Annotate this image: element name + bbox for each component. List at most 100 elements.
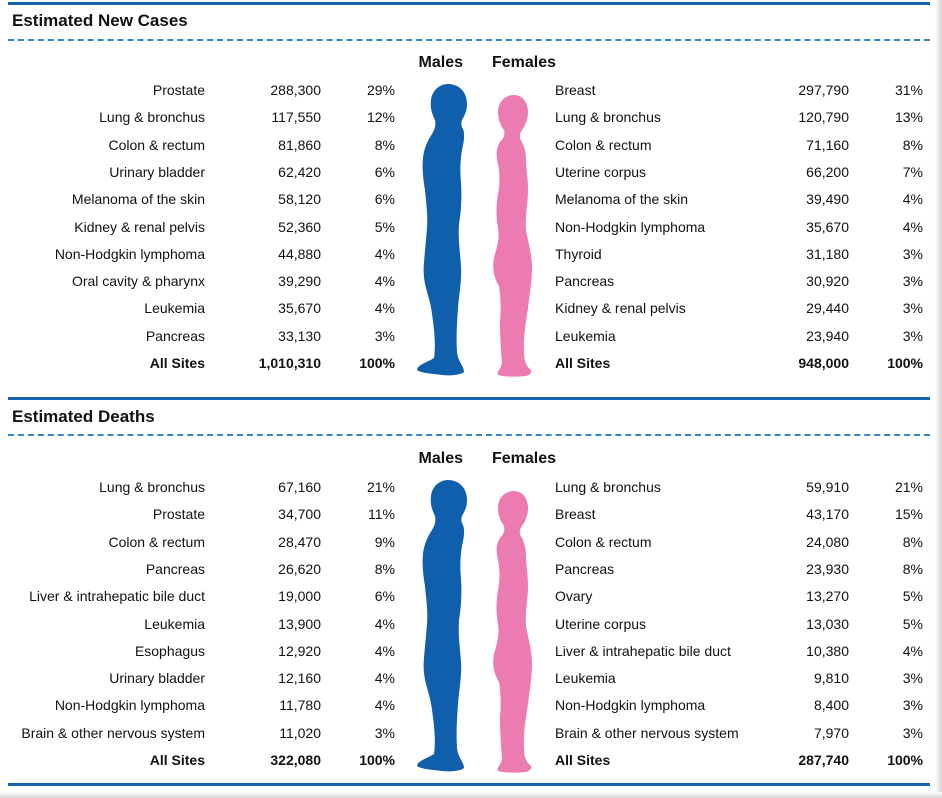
section-dashed-divider (8, 39, 930, 41)
table-row: Non-Hodgkin lymphoma 44,880 4% Thyroid 31,18… (0, 244, 942, 264)
female-count: 948,000 (798, 355, 849, 371)
female-count: 59,910 (806, 479, 849, 495)
male-site-label: Pancreas (145, 561, 205, 577)
male-site-label: Oral cavity & pharynx (71, 273, 205, 289)
male-site-label: Melanoma of the skin (71, 191, 205, 207)
male-count: 26,620 (278, 561, 321, 577)
male-percent: 3% (374, 725, 395, 741)
female-site-label: Ovary (555, 588, 593, 604)
table-row: Melanoma of the skin 58,120 6% Melanoma of … (0, 189, 942, 209)
female-site-label: Liver & intrahepatic bile duct (555, 643, 731, 659)
table-row: Colon & rectum 28,470 9% Colon & rectum 24,0… (0, 532, 942, 552)
male-percent: 6% (374, 191, 395, 207)
table-row: Liver & intrahepatic bile duct 19,000 6% Ov… (0, 586, 942, 606)
table-row: Kidney & renal pelvis 52,360 5% Non-Hodgkin… (0, 217, 942, 237)
table-row: Brain & other nervous system 11,020 3% Brai… (0, 723, 942, 743)
female-count: 9,810 (813, 670, 849, 686)
female-count: 66,200 (806, 164, 849, 180)
male-percent: 12% (366, 109, 395, 125)
female-percent: 31% (894, 82, 923, 98)
male-percent: 21% (366, 479, 395, 495)
female-site-label: Leukemia (555, 670, 616, 686)
female-site-label: Pancreas (555, 273, 615, 289)
table-row: Leukemia 13,900 4% Uterine corpus 13,030 5% (0, 614, 942, 634)
male-percent: 4% (374, 616, 395, 632)
female-percent: 7% (902, 164, 923, 180)
table-row-total: All Sites 322,080 100% All Sites 287,740 100% (0, 750, 942, 770)
bottom-rule (8, 783, 930, 786)
female-percent: 8% (902, 561, 923, 577)
female-percent: 15% (894, 506, 923, 522)
female-percent: 21% (894, 479, 923, 495)
female-percent: 3% (902, 670, 923, 686)
table-row: Urinary bladder 62,420 6% Uterine corpus 66,… (0, 162, 942, 182)
male-site-label: Lung & bronchus (99, 479, 205, 495)
male-percent: 29% (366, 82, 395, 98)
table-row: Lung & bronchus 67,160 21% Lung & bronchus 5… (0, 477, 942, 497)
table-row: Pancreas 33,130 3% Leukemia 23,940 3% (0, 326, 942, 346)
female-count: 43,170 (806, 506, 849, 522)
female-site-label: Leukemia (555, 328, 616, 344)
male-count: 39,290 (278, 273, 321, 289)
female-count: 297,790 (798, 82, 849, 98)
female-count: 120,790 (798, 109, 849, 125)
male-percent: 4% (374, 300, 395, 316)
female-percent: 3% (902, 246, 923, 262)
female-percent: 13% (894, 109, 923, 125)
male-site-label: Colon & rectum (108, 137, 205, 153)
female-site-label: Uterine corpus (555, 164, 647, 180)
male-count: 28,470 (278, 534, 321, 550)
female-site-label: Pancreas (555, 561, 615, 577)
table-row: Urinary bladder 12,160 4% Leukemia 9,810 3% (0, 668, 942, 688)
male-count: 13,900 (278, 616, 321, 632)
section-top-rule (8, 2, 930, 5)
female-site-label: Uterine corpus (555, 616, 647, 632)
female-site-label: Kidney & renal pelvis (555, 300, 686, 316)
female-percent: 4% (902, 219, 923, 235)
female-silhouette-icon (493, 491, 532, 773)
female-site-label: Colon & rectum (555, 534, 652, 550)
table-row: Leukemia 35,670 4% Kidney & renal pelvis 29,… (0, 298, 942, 318)
female-percent: 8% (902, 534, 923, 550)
male-percent: 9% (374, 534, 395, 550)
male-count: 34,700 (278, 506, 321, 522)
table-row: Lung & bronchus 117,550 12% Lung & bronchus… (0, 107, 942, 127)
female-percent: 3% (902, 273, 923, 289)
female-count: 10,380 (806, 643, 849, 659)
female-count: 23,930 (806, 561, 849, 577)
female-count: 13,030 (806, 616, 849, 632)
female-percent: 4% (902, 643, 923, 659)
male-site-label: Lung & bronchus (99, 109, 205, 125)
female-percent: 8% (902, 137, 923, 153)
section-top-rule (8, 397, 930, 400)
table-row: Esophagus 12,920 4% Liver & intrahepatic bi… (0, 641, 942, 661)
male-site-label: Urinary bladder (109, 670, 205, 686)
male-site-label: Prostate (152, 506, 205, 522)
female-site-label: Non-Hodgkin lymphoma (555, 219, 706, 235)
section-dashed-divider (8, 434, 930, 436)
male-count: 67,160 (278, 479, 321, 495)
male-site-label: Kidney & renal pelvis (74, 219, 205, 235)
male-count: 11,020 (279, 725, 321, 741)
males-header: Males (418, 54, 463, 71)
female-silhouette-icon (493, 95, 532, 377)
male-count: 33,130 (278, 328, 321, 344)
male-site-label: Urinary bladder (109, 164, 205, 180)
female-site-label: Melanoma of the skin (555, 191, 689, 207)
male-count: 1,010,310 (258, 355, 321, 371)
male-site-label: Brain & other nervous system (21, 725, 205, 741)
male-percent: 4% (374, 670, 395, 686)
table-row-total: All Sites 1,010,310 100% All Sites 948,000 10… (0, 353, 942, 373)
male-count: 12,160 (278, 670, 321, 686)
female-percent: 3% (902, 328, 923, 344)
female-site-label: All Sites (555, 752, 611, 768)
female-site-label: Brain & other nervous system (555, 725, 739, 741)
male-percent: 5% (374, 219, 395, 235)
female-count: 29,440 (806, 300, 849, 316)
section-title: Estimated Deaths (12, 407, 155, 426)
female-count: 35,670 (806, 219, 849, 235)
female-site-label: Thyroid (555, 246, 602, 262)
male-count: 58,120 (278, 191, 321, 207)
male-count: 81,860 (278, 137, 321, 153)
male-site-label: Pancreas (145, 328, 205, 344)
